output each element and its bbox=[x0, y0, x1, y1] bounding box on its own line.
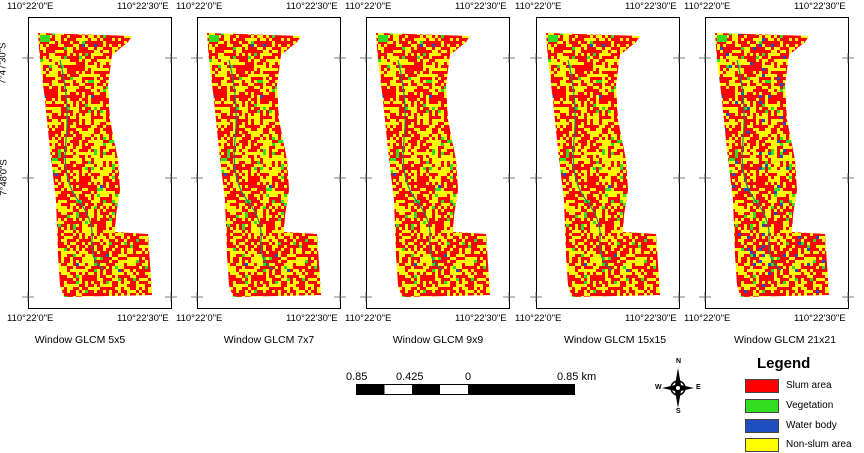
map-panel-2 bbox=[360, 17, 515, 309]
grid-tick-1-4 bbox=[191, 292, 203, 302]
south-label: S bbox=[676, 408, 681, 415]
grid-tick-3-2 bbox=[530, 173, 542, 183]
north-label: N bbox=[676, 358, 682, 365]
legend-label-slum: Slum area bbox=[786, 380, 832, 391]
grid-tick-1-3 bbox=[334, 173, 346, 183]
legend-swatch-slum bbox=[745, 379, 779, 393]
map-panel-0 bbox=[22, 17, 177, 309]
lon-label-bottom-right-3: 110°22'30"E bbox=[625, 313, 677, 324]
grid-tick-2-3 bbox=[503, 173, 515, 183]
lon-label-bottom-right-1: 110°22'30"E bbox=[286, 313, 338, 324]
grid-tick-1-2 bbox=[191, 173, 203, 183]
panel-caption-15x15: Window GLCM 15x15 bbox=[563, 334, 667, 346]
grid-tick-3-1 bbox=[673, 53, 685, 63]
lon-label-top-left-1: 110°22'0"E bbox=[176, 1, 223, 12]
grid-tick-3-4 bbox=[530, 292, 542, 302]
grid-tick-0-5 bbox=[165, 292, 177, 302]
panel-caption-21x21: Window GLCM 21x21 bbox=[733, 334, 837, 346]
river-4 bbox=[736, 59, 782, 271]
scale-label-0: 0.85 bbox=[346, 371, 368, 383]
legend-swatch-water bbox=[745, 419, 779, 433]
grid-tick-4-5 bbox=[842, 292, 854, 302]
grid-tick-4-2 bbox=[699, 173, 711, 183]
grid-tick-3-5 bbox=[673, 292, 685, 302]
lon-label-top-right-4: 110°22'30"E bbox=[794, 1, 846, 12]
north-arrow: N S E W bbox=[655, 358, 701, 415]
scale-label-3: 0.85 km bbox=[557, 371, 597, 383]
map-panels bbox=[22, 17, 854, 309]
west-label: W bbox=[655, 384, 662, 391]
lon-label-bottom-right-0: 110°22'30"E bbox=[117, 313, 169, 324]
grid-tick-1-1 bbox=[334, 53, 346, 63]
lon-label-bottom-left-0: 110°22'0"E bbox=[7, 313, 54, 324]
lon-label-top-right-0: 110°22'30"E bbox=[117, 1, 169, 12]
lat-label-mid: 7°48'0"S bbox=[0, 159, 10, 196]
legend-title: Legend bbox=[757, 355, 811, 372]
lon-label-bottom-left-2: 110°22'0"E bbox=[345, 313, 392, 324]
grid-tick-4-4 bbox=[699, 292, 711, 302]
grid-tick-0-4 bbox=[22, 292, 34, 302]
lon-label-top-right-3: 110°22'30"E bbox=[625, 1, 677, 12]
river-0 bbox=[59, 59, 105, 271]
lon-label-top-left-4: 110°22'0"E bbox=[684, 1, 731, 12]
lon-label-bottom-left-4: 110°22'0"E bbox=[684, 313, 731, 324]
grid-tick-0-3 bbox=[165, 173, 177, 183]
panel-caption-7x7: Window GLCM 7x7 bbox=[223, 334, 315, 346]
lon-label-bottom-right-4: 110°22'30"E bbox=[794, 313, 846, 324]
legend-label-water: Water body bbox=[786, 420, 837, 431]
grid-tick-2-4 bbox=[360, 292, 372, 302]
panel-caption-5x5: Window GLCM 5x5 bbox=[34, 334, 126, 346]
grid-tick-0-2 bbox=[22, 173, 34, 183]
grid-tick-3-0 bbox=[530, 53, 542, 63]
river-3 bbox=[567, 59, 613, 271]
map-panel-4 bbox=[699, 17, 854, 309]
grid-tick-2-0 bbox=[360, 53, 372, 63]
lon-label-top-left-3: 110°22'0"E bbox=[515, 1, 562, 12]
map-panel-3 bbox=[530, 17, 685, 309]
legend-swatch-nonslum bbox=[745, 438, 779, 452]
scale-bar-graphic bbox=[356, 384, 575, 395]
grid-tick-4-3 bbox=[842, 173, 854, 183]
lon-label-bottom-right-2: 110°22'30"E bbox=[455, 313, 507, 324]
lon-label-top-right-1: 110°22'30"E bbox=[286, 1, 338, 12]
grid-tick-4-0 bbox=[699, 53, 711, 63]
lon-label-bottom-left-1: 110°22'0"E bbox=[176, 313, 223, 324]
legend-swatch-vegetation bbox=[745, 399, 779, 413]
scale-label-1: 0.425 bbox=[396, 371, 424, 383]
map-panel-1 bbox=[191, 17, 346, 309]
river-1 bbox=[228, 59, 274, 271]
lon-label-top-right-2: 110°22'30"E bbox=[455, 1, 507, 12]
east-label: E bbox=[696, 384, 701, 391]
lon-label-top-left-2: 110°22'0"E bbox=[345, 1, 392, 12]
grid-tick-4-1 bbox=[842, 53, 854, 63]
grid-tick-2-2 bbox=[360, 173, 372, 183]
scale-label-2: 0 bbox=[465, 371, 472, 383]
legend-label-vegetation: Vegetation bbox=[786, 400, 834, 411]
river-2 bbox=[397, 59, 443, 271]
panel-caption-9x9: Window GLCM 9x9 bbox=[392, 334, 484, 346]
grid-tick-0-0 bbox=[22, 53, 34, 63]
lat-label-top: 7°47'30"S bbox=[0, 42, 9, 85]
grid-tick-1-0 bbox=[191, 53, 203, 63]
grid-tick-3-3 bbox=[673, 173, 685, 183]
grid-tick-1-5 bbox=[334, 292, 346, 302]
grid-tick-0-1 bbox=[165, 53, 177, 63]
grid-tick-2-5 bbox=[503, 292, 515, 302]
lon-label-bottom-left-3: 110°22'0"E bbox=[515, 313, 562, 324]
grid-tick-2-1 bbox=[503, 53, 515, 63]
lon-label-top-left-0: 110°22'0"E bbox=[7, 1, 54, 12]
legend-label-nonslum: Non-slum area bbox=[786, 439, 852, 450]
compass-icon bbox=[662, 368, 694, 408]
